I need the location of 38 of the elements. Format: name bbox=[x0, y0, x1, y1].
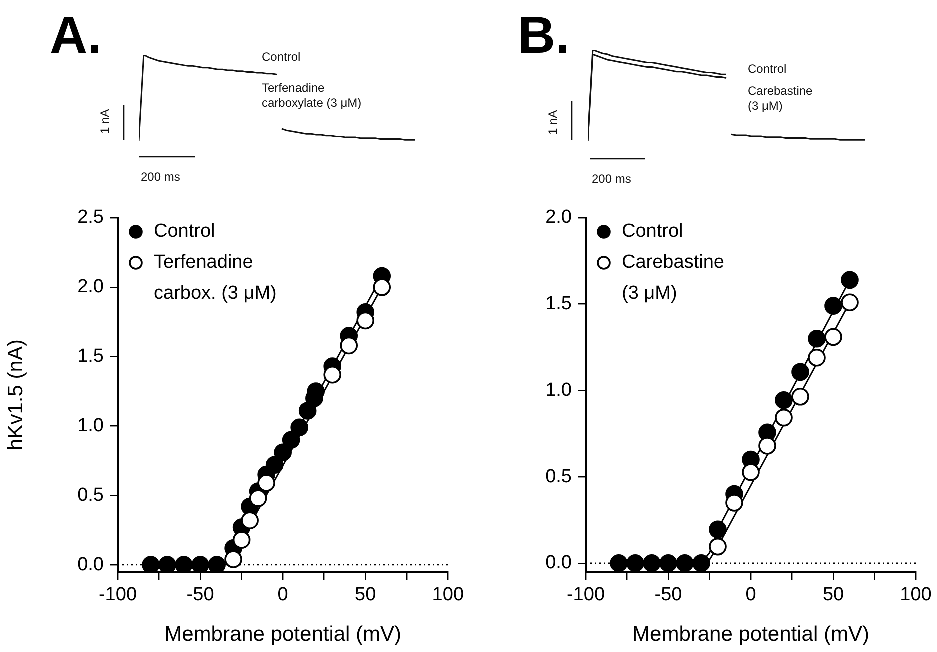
text: 200 ms bbox=[141, 170, 180, 185]
y-tick-label: 2.5 bbox=[78, 207, 104, 228]
y-tick-label: 2.0 bbox=[78, 276, 104, 298]
annotation: Control bbox=[262, 50, 301, 65]
y-tick-label: 1.0 bbox=[78, 415, 104, 436]
x-tick-label: 0 bbox=[746, 584, 756, 606]
annotation: Terfenadine carboxylate (3 μM) bbox=[262, 81, 363, 111]
x-tick-label: -100 bbox=[98, 584, 138, 606]
x-tick-label: -50 bbox=[186, 584, 214, 606]
legend-label: Control bbox=[622, 221, 684, 242]
text: 1 nA bbox=[98, 109, 113, 134]
y-tick-label: 1.5 bbox=[78, 346, 104, 368]
x-tick-label: 100 bbox=[432, 584, 464, 606]
x-tick-label: -100 bbox=[566, 584, 606, 606]
legend-label: Terfenadine carbox. (3 μM) bbox=[154, 252, 277, 304]
y-tick-label: 0.5 bbox=[546, 466, 572, 488]
y-axis-title: hKv1.5 (nA) bbox=[4, 340, 28, 450]
x-axis-title: Membrane potential (mV) bbox=[164, 623, 402, 646]
annotation: Carebastine (3 μM) bbox=[748, 84, 814, 114]
x-axis-title: Membrane potential (mV) bbox=[632, 623, 870, 646]
y-tick-label: 0.0 bbox=[78, 554, 104, 576]
y-tick-label: 0.5 bbox=[78, 484, 104, 506]
x-tick-label: 0 bbox=[278, 584, 288, 606]
text: 1 nA bbox=[546, 110, 561, 135]
y-tick-label: 0.0 bbox=[546, 552, 572, 574]
chart-title: B. bbox=[518, 7, 570, 65]
text: 200 ms bbox=[592, 172, 632, 187]
x-tick-label: 50 bbox=[355, 584, 376, 606]
chart-title: A. bbox=[50, 7, 102, 65]
legend-label: Carebastine (3 μM) bbox=[622, 252, 724, 304]
annotation: Control bbox=[748, 62, 787, 77]
x-tick-label: 50 bbox=[822, 584, 844, 606]
y-tick-label: 1.0 bbox=[546, 380, 572, 401]
y-tick-label: 2.0 bbox=[546, 207, 572, 228]
y-tick-label: 1.5 bbox=[546, 294, 572, 315]
x-tick-label: 100 bbox=[900, 584, 932, 606]
legend-label: Control bbox=[154, 221, 216, 242]
x-tick-label: -50 bbox=[654, 584, 682, 606]
